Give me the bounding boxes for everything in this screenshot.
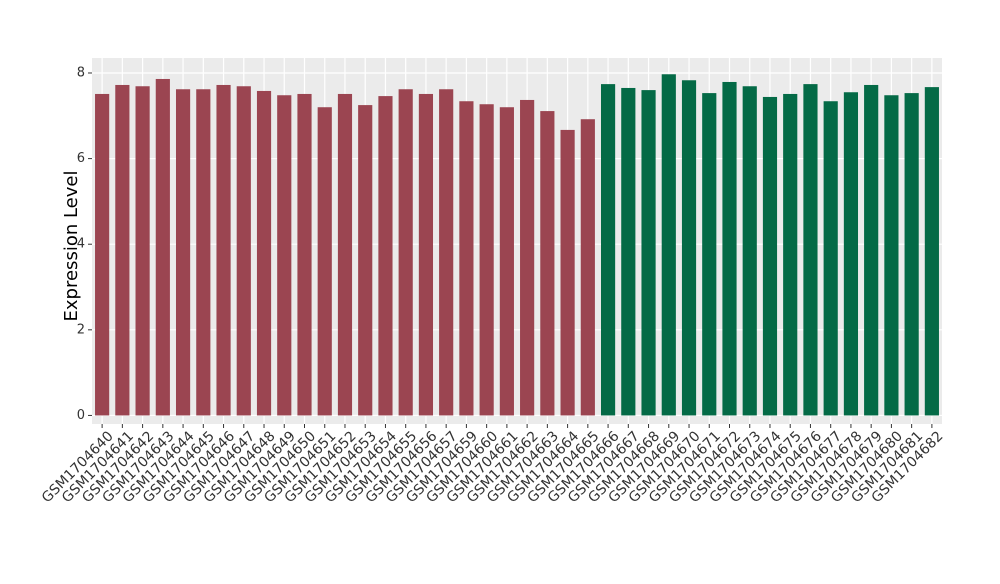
bar — [499, 107, 514, 416]
bar — [418, 93, 434, 416]
bar — [641, 90, 656, 416]
bar — [580, 119, 595, 416]
bar — [823, 101, 838, 416]
bar — [600, 84, 616, 416]
bar — [681, 80, 697, 416]
bar — [378, 96, 393, 416]
y-axis-label: Expression Level — [61, 171, 82, 322]
bar — [398, 89, 413, 416]
bar — [115, 84, 130, 416]
bar — [722, 81, 737, 416]
bar — [904, 93, 919, 416]
bar — [459, 101, 474, 416]
bar — [742, 86, 757, 416]
y-tick-label: 0 — [77, 408, 85, 423]
bar — [803, 84, 818, 416]
bar — [297, 93, 312, 416]
bar — [843, 92, 859, 416]
bar — [884, 95, 899, 416]
panel — [92, 58, 942, 424]
bar — [702, 93, 717, 416]
bar — [520, 99, 535, 416]
bar — [277, 95, 292, 416]
bar — [196, 89, 211, 416]
bar — [175, 89, 191, 416]
bar — [924, 87, 939, 416]
bar — [337, 93, 353, 416]
bar — [762, 96, 778, 416]
bar — [155, 78, 170, 416]
bar — [135, 86, 150, 416]
bar — [864, 84, 879, 416]
bar — [358, 105, 373, 416]
bar — [236, 86, 251, 416]
bar — [95, 93, 110, 416]
bar — [661, 74, 676, 416]
bar — [256, 90, 272, 416]
bar — [439, 89, 454, 416]
y-tick-label: 2 — [77, 322, 85, 337]
bar — [783, 93, 798, 416]
bar — [560, 129, 575, 416]
y-tick-label: 4 — [77, 237, 85, 252]
bar — [621, 87, 636, 416]
y-tick-label: 6 — [77, 151, 85, 166]
bar — [540, 111, 555, 416]
bar — [479, 104, 494, 416]
bar — [317, 107, 332, 416]
bar — [216, 84, 231, 416]
y-tick-label: 8 — [77, 65, 85, 80]
